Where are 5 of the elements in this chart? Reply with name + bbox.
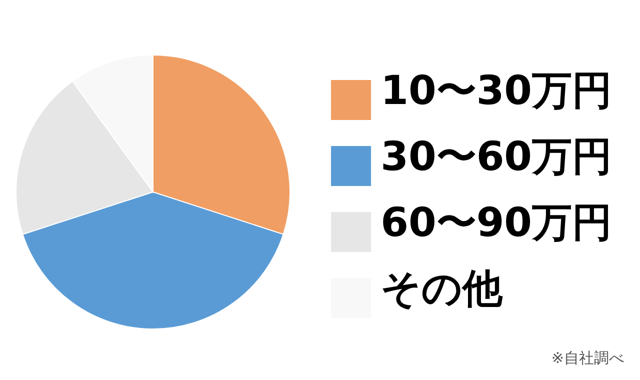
legend-label: その他 [380,266,503,312]
text: ※自社調べ [551,349,624,368]
legend-label: 60〜90万円 [380,200,612,246]
legend-label: 10〜30万円 [380,68,612,114]
legend-label: 30〜60万円 [380,134,612,180]
